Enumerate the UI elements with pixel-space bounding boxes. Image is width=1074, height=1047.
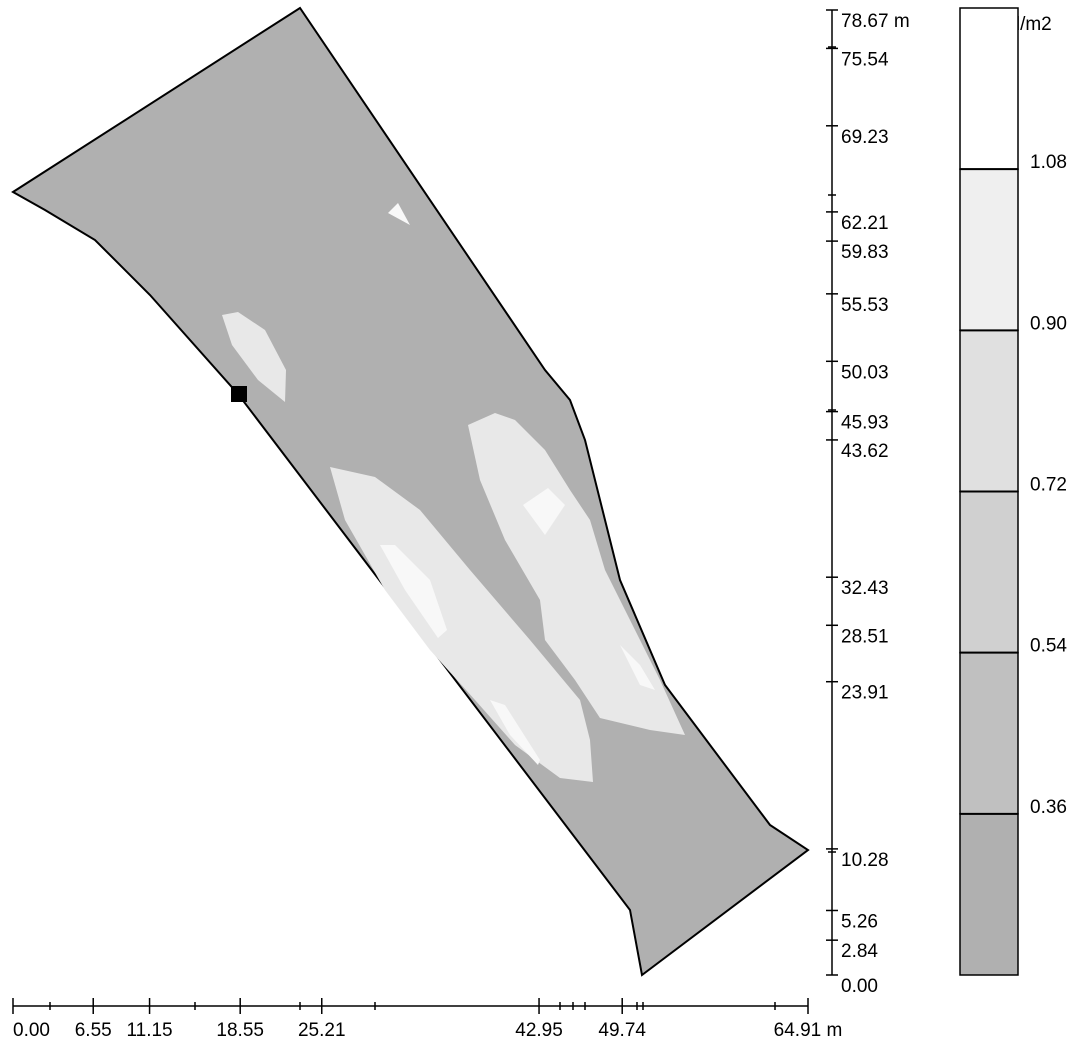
x-tick-label: 64.91 m bbox=[774, 1020, 843, 1041]
x-tick-label: 18.55 bbox=[216, 1020, 264, 1041]
area bbox=[11, 6, 810, 977]
y-tick-label: 0.00 bbox=[841, 976, 878, 997]
minor-ticks bbox=[49, 46, 836, 1010]
legend-band bbox=[959, 168, 1019, 332]
y-tick-label: 28.51 bbox=[841, 626, 889, 647]
y-tick-label: 75.54 bbox=[841, 49, 889, 70]
legend-label: 1.08 bbox=[1030, 152, 1067, 173]
marker bbox=[231, 386, 247, 402]
legend-label: 0.72 bbox=[1030, 475, 1067, 496]
y-tick-label: 55.53 bbox=[841, 295, 889, 316]
x-tick-label: 25.21 bbox=[298, 1020, 346, 1041]
legend-band bbox=[959, 813, 1019, 976]
y-tick-label: 78.67 m bbox=[841, 11, 910, 32]
legend-band bbox=[959, 329, 1019, 493]
x-tick-label: 42.95 bbox=[515, 1020, 563, 1041]
legend-label: 0.54 bbox=[1030, 636, 1067, 657]
x-tick-label: 49.74 bbox=[598, 1020, 646, 1041]
y-tick-label: 43.62 bbox=[841, 441, 889, 462]
legend-label: 0.90 bbox=[1030, 313, 1067, 334]
y-tick-label: 23.91 bbox=[841, 683, 889, 704]
x-tick-label: 0.00 bbox=[13, 1020, 50, 1041]
y-tick-label: 32.43 bbox=[841, 578, 889, 599]
y-tick-label: 62.21 bbox=[841, 213, 889, 234]
iso-peaks bbox=[380, 203, 655, 765]
legend-band bbox=[959, 7, 1019, 170]
y-tick-label: 2.84 bbox=[841, 941, 878, 962]
y-tick-label: 50.03 bbox=[841, 362, 889, 383]
y-tick-label: 10.28 bbox=[841, 850, 889, 871]
legend-band bbox=[959, 490, 1019, 654]
y-tick-label: 45.93 bbox=[841, 413, 889, 434]
x-tick-label: 11.15 bbox=[126, 1020, 172, 1041]
y-tick-label: 69.23 bbox=[841, 127, 889, 148]
legend-band bbox=[959, 651, 1019, 815]
y-tick-label: 5.26 bbox=[841, 911, 878, 932]
legend-label: 0.36 bbox=[1030, 797, 1067, 818]
y-tick-label: 59.83 bbox=[841, 242, 889, 263]
x-tick-label: 6.55 bbox=[75, 1020, 112, 1041]
